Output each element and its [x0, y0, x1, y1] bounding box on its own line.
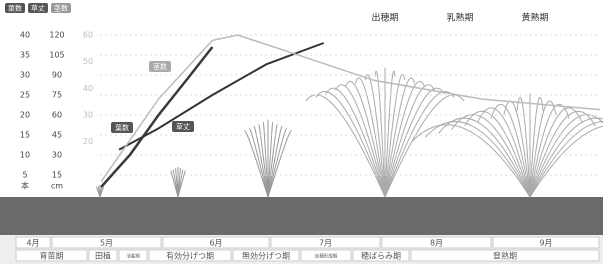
y-tick-label: 20 — [20, 111, 30, 120]
plant-leaf — [530, 121, 603, 197]
y-tick-label: 5 — [22, 171, 27, 180]
ground — [0, 197, 603, 235]
y2-tick-label: 15 — [52, 171, 62, 180]
y2-tick-label: 120 — [49, 31, 64, 40]
y2-tick-label: 90 — [52, 71, 62, 80]
y-tick-label: 25 — [20, 91, 30, 100]
stage-label: 穂ばらみ期 — [361, 251, 401, 261]
y2-tick-label: 105 — [49, 51, 64, 60]
y3-tick-label: 60 — [83, 31, 93, 40]
stage-label: 有効分げつ期 — [166, 251, 214, 261]
y-tick-label: 10 — [20, 151, 30, 160]
y-tick-label: 30 — [20, 71, 30, 80]
stage-annotation: 黄熟期 — [521, 12, 548, 24]
stage-label: 田植 — [95, 251, 111, 261]
y3-tick-label: 40 — [83, 84, 93, 93]
month-label: 9月 — [539, 239, 552, 248]
y3-tick-label: 50 — [83, 57, 93, 66]
y-unit: 本 — [21, 181, 29, 191]
series-tag-label: 葉数 — [115, 123, 129, 132]
month-label: 4月 — [26, 239, 39, 248]
series-tag-label: 草丈 — [176, 122, 190, 131]
chart: 5 10 15 20 25 30 35 40 15 30 45 60 75 90 105 120 20 30 40 5… — [0, 0, 603, 264]
y2-tick-label: 45 — [52, 131, 62, 140]
y2-tick-label: 60 — [52, 111, 62, 120]
stage-label: 登熟期 — [493, 251, 517, 261]
plants — [96, 68, 603, 197]
axis-badge-label: 草丈 — [31, 4, 45, 13]
month-label: 7月 — [319, 239, 332, 248]
month-label: 5月 — [100, 239, 113, 248]
stage-annotation: 乳熟期 — [446, 12, 473, 24]
plant-leaf — [249, 129, 268, 197]
y-tick-label: 15 — [20, 131, 30, 140]
stage-label: 育苗期 — [40, 251, 64, 261]
y3-tick-label: 30 — [83, 111, 93, 120]
y3-tick-label: 20 — [83, 137, 93, 146]
axis-badge-label: 葉数 — [8, 4, 22, 13]
month-label: 6月 — [209, 239, 222, 248]
y-tick-label: 35 — [20, 51, 30, 60]
plant-leaf — [452, 115, 530, 197]
series-tag-label: 茎数 — [153, 62, 167, 71]
series-line — [119, 43, 324, 150]
stage-label: 無効分げつ期 — [242, 251, 290, 261]
stage-annotation: 出穂期 — [371, 12, 398, 24]
y2-tick-label: 30 — [52, 151, 62, 160]
stage-label: 幼穂形成期 — [315, 253, 338, 260]
month-label: 8月 — [430, 239, 443, 248]
stage-label: 活着期 — [126, 253, 140, 260]
axis-badge-label: 茎数 — [54, 4, 68, 13]
y2-unit: cm — [51, 182, 63, 191]
y-tick-label: 40 — [20, 31, 30, 40]
y2-tick-label: 75 — [52, 91, 62, 100]
